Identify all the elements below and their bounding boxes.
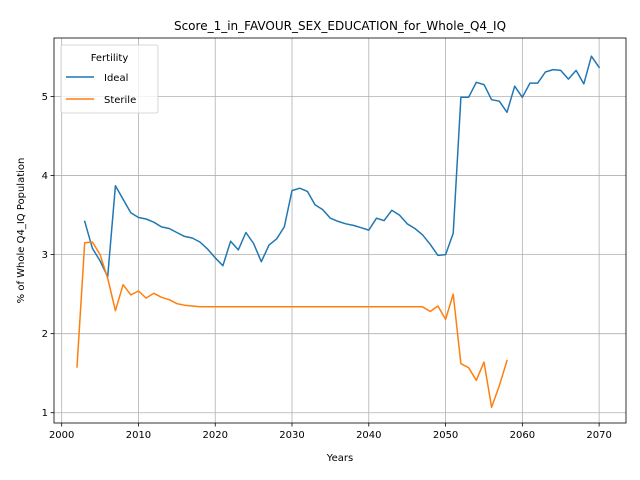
y-axis-ticks: 1 2 3 4 5 <box>42 92 54 419</box>
plot-frame <box>53 37 627 424</box>
legend-box <box>60 44 159 114</box>
x-tick-label: 2010 <box>126 430 151 441</box>
x-axis-ticks: 2000 2010 2020 2030 2040 2050 2060 2070 <box>49 423 612 441</box>
series-lines <box>76 55 601 408</box>
legend: Fertility Ideal Sterile <box>60 44 159 114</box>
x-tick-label: 2060 <box>510 430 535 441</box>
x-tick-label: 2020 <box>203 430 228 441</box>
legend-label-sterile: Sterile <box>104 95 136 106</box>
x-tick-label: 2050 <box>433 430 458 441</box>
x-tick-label: 2040 <box>356 430 381 441</box>
series-line-sterile <box>76 241 508 408</box>
y-tick-label: 2 <box>42 329 48 340</box>
y-tick-label: 3 <box>42 250 48 261</box>
legend-label-ideal: Ideal <box>104 73 128 84</box>
series-line-ideal <box>83 55 601 278</box>
y-axis-label: % of Whole Q4_IQ Population <box>16 158 27 304</box>
y-tick-label: 4 <box>42 171 48 182</box>
y-tick-label: 5 <box>42 92 48 103</box>
y-tick-label: 1 <box>42 408 48 419</box>
x-tick-label: 2030 <box>279 430 304 441</box>
x-axis-label: Years <box>326 453 353 464</box>
legend-title: Fertility <box>91 53 129 64</box>
x-tick-label: 2000 <box>49 430 74 441</box>
chart-title: Score_1_in_FAVOUR_SEX_EDUCATION_for_Whol… <box>174 19 506 33</box>
x-tick-label: 2070 <box>586 430 611 441</box>
